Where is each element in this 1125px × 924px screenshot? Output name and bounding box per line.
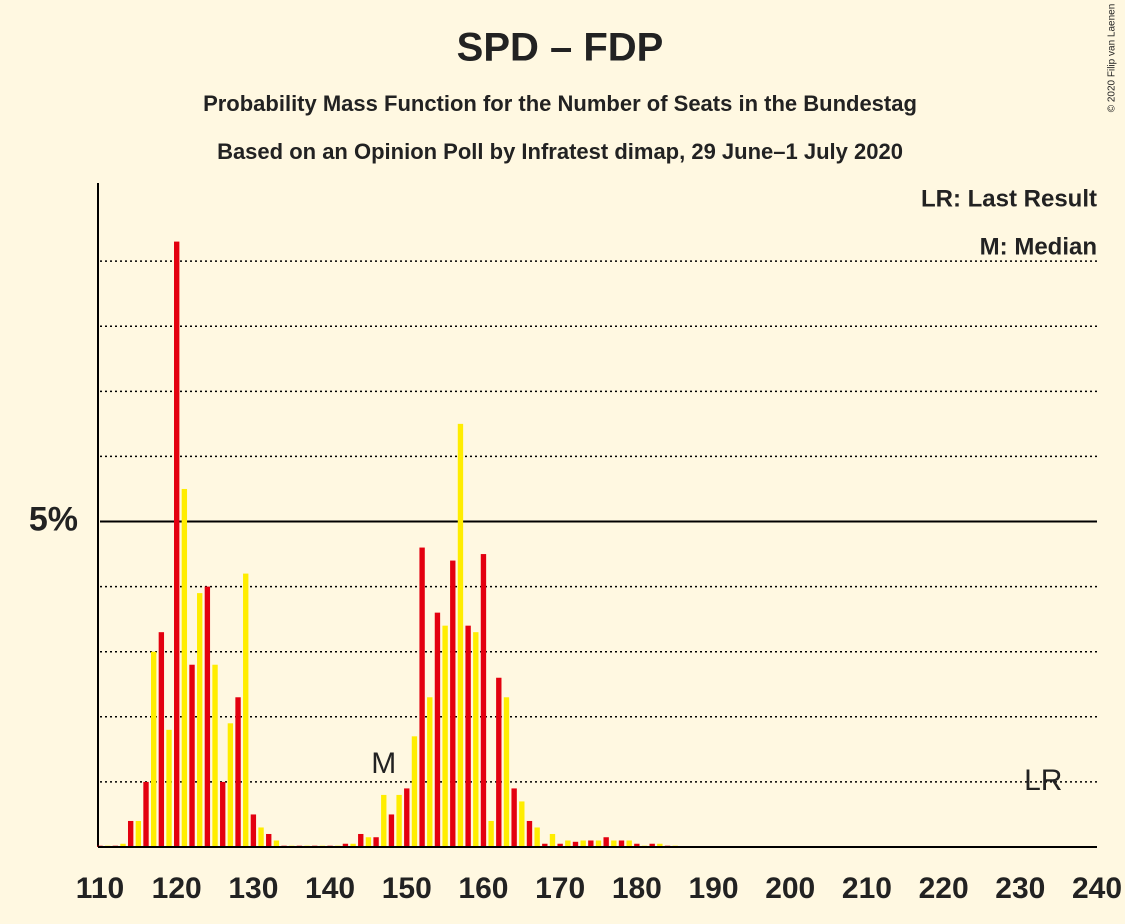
bar	[511, 788, 517, 847]
bar	[127, 820, 134, 847]
bar	[595, 840, 602, 847]
bar	[557, 843, 563, 847]
x-tick-label: 180	[612, 872, 662, 905]
bar	[503, 697, 510, 847]
bar	[342, 843, 349, 847]
bar	[411, 736, 418, 847]
bar	[618, 840, 625, 847]
bar	[572, 841, 579, 847]
x-tick-label: 110	[76, 872, 124, 905]
bar	[250, 814, 257, 847]
bar	[204, 586, 211, 847]
bar	[473, 632, 479, 847]
bar	[151, 651, 157, 847]
bar	[634, 843, 640, 847]
annotation: M	[371, 747, 396, 780]
bar	[419, 547, 425, 847]
x-tick-label: 220	[919, 872, 969, 905]
legend-entry: LR: Last Result	[921, 185, 1097, 212]
bar	[565, 840, 571, 847]
bar	[480, 554, 487, 847]
bar	[158, 632, 165, 847]
x-tick-label: 210	[842, 872, 892, 905]
bar	[588, 840, 594, 847]
x-tick-label: 120	[152, 872, 202, 905]
bar	[526, 820, 533, 847]
bar	[549, 833, 556, 847]
bar	[434, 612, 441, 847]
bar	[143, 781, 149, 847]
bar	[657, 843, 663, 847]
bar	[427, 697, 433, 847]
bar	[181, 488, 188, 847]
bar	[396, 794, 402, 847]
bar	[235, 697, 241, 847]
bar	[611, 840, 617, 847]
x-tick-label: 150	[382, 872, 432, 905]
legend-entry: M: Median	[980, 233, 1097, 260]
bar	[358, 833, 364, 847]
bar	[258, 827, 264, 847]
bar	[197, 593, 203, 847]
x-tick-label: 170	[535, 872, 585, 905]
bar	[273, 840, 280, 847]
bar	[189, 664, 195, 847]
chart-subtitle: Probability Mass Function for the Number…	[203, 91, 917, 116]
bar	[266, 833, 272, 847]
bar	[649, 843, 655, 847]
x-tick-label: 140	[305, 872, 355, 905]
bar	[450, 560, 456, 847]
chart-title: SPD – FDP	[457, 26, 664, 70]
x-tick-label: 200	[765, 872, 815, 905]
bar	[227, 723, 234, 847]
bar	[519, 801, 525, 847]
bar	[243, 573, 249, 847]
bar	[465, 625, 471, 847]
bar	[488, 820, 494, 847]
bar	[212, 664, 218, 847]
annotation: LR	[1024, 764, 1062, 797]
x-tick-label: 230	[995, 872, 1045, 905]
bar	[381, 794, 387, 847]
chart-subtitle: Based on an Opinion Poll by Infratest di…	[217, 139, 903, 164]
bar	[135, 820, 142, 847]
bar	[388, 814, 395, 847]
y-tick-label: 5%	[29, 500, 78, 538]
bar	[496, 677, 502, 847]
bar	[626, 840, 632, 847]
bar	[603, 837, 609, 847]
x-tick-label: 160	[458, 872, 508, 905]
bar	[542, 843, 548, 847]
bar	[365, 837, 372, 847]
credit: © 2020 Filip van Laenen	[1107, 4, 1118, 113]
bar	[534, 827, 540, 847]
x-tick-label: 240	[1072, 872, 1122, 905]
x-tick-label: 130	[228, 872, 278, 905]
bar	[442, 625, 448, 847]
bar	[220, 781, 226, 847]
bar	[166, 729, 172, 847]
bar	[120, 843, 126, 847]
x-tick-label: 190	[689, 872, 739, 905]
bar	[174, 241, 180, 847]
bar	[457, 423, 464, 847]
bar	[373, 837, 379, 847]
bar	[580, 840, 586, 847]
bar	[404, 788, 410, 847]
bar	[350, 843, 356, 847]
